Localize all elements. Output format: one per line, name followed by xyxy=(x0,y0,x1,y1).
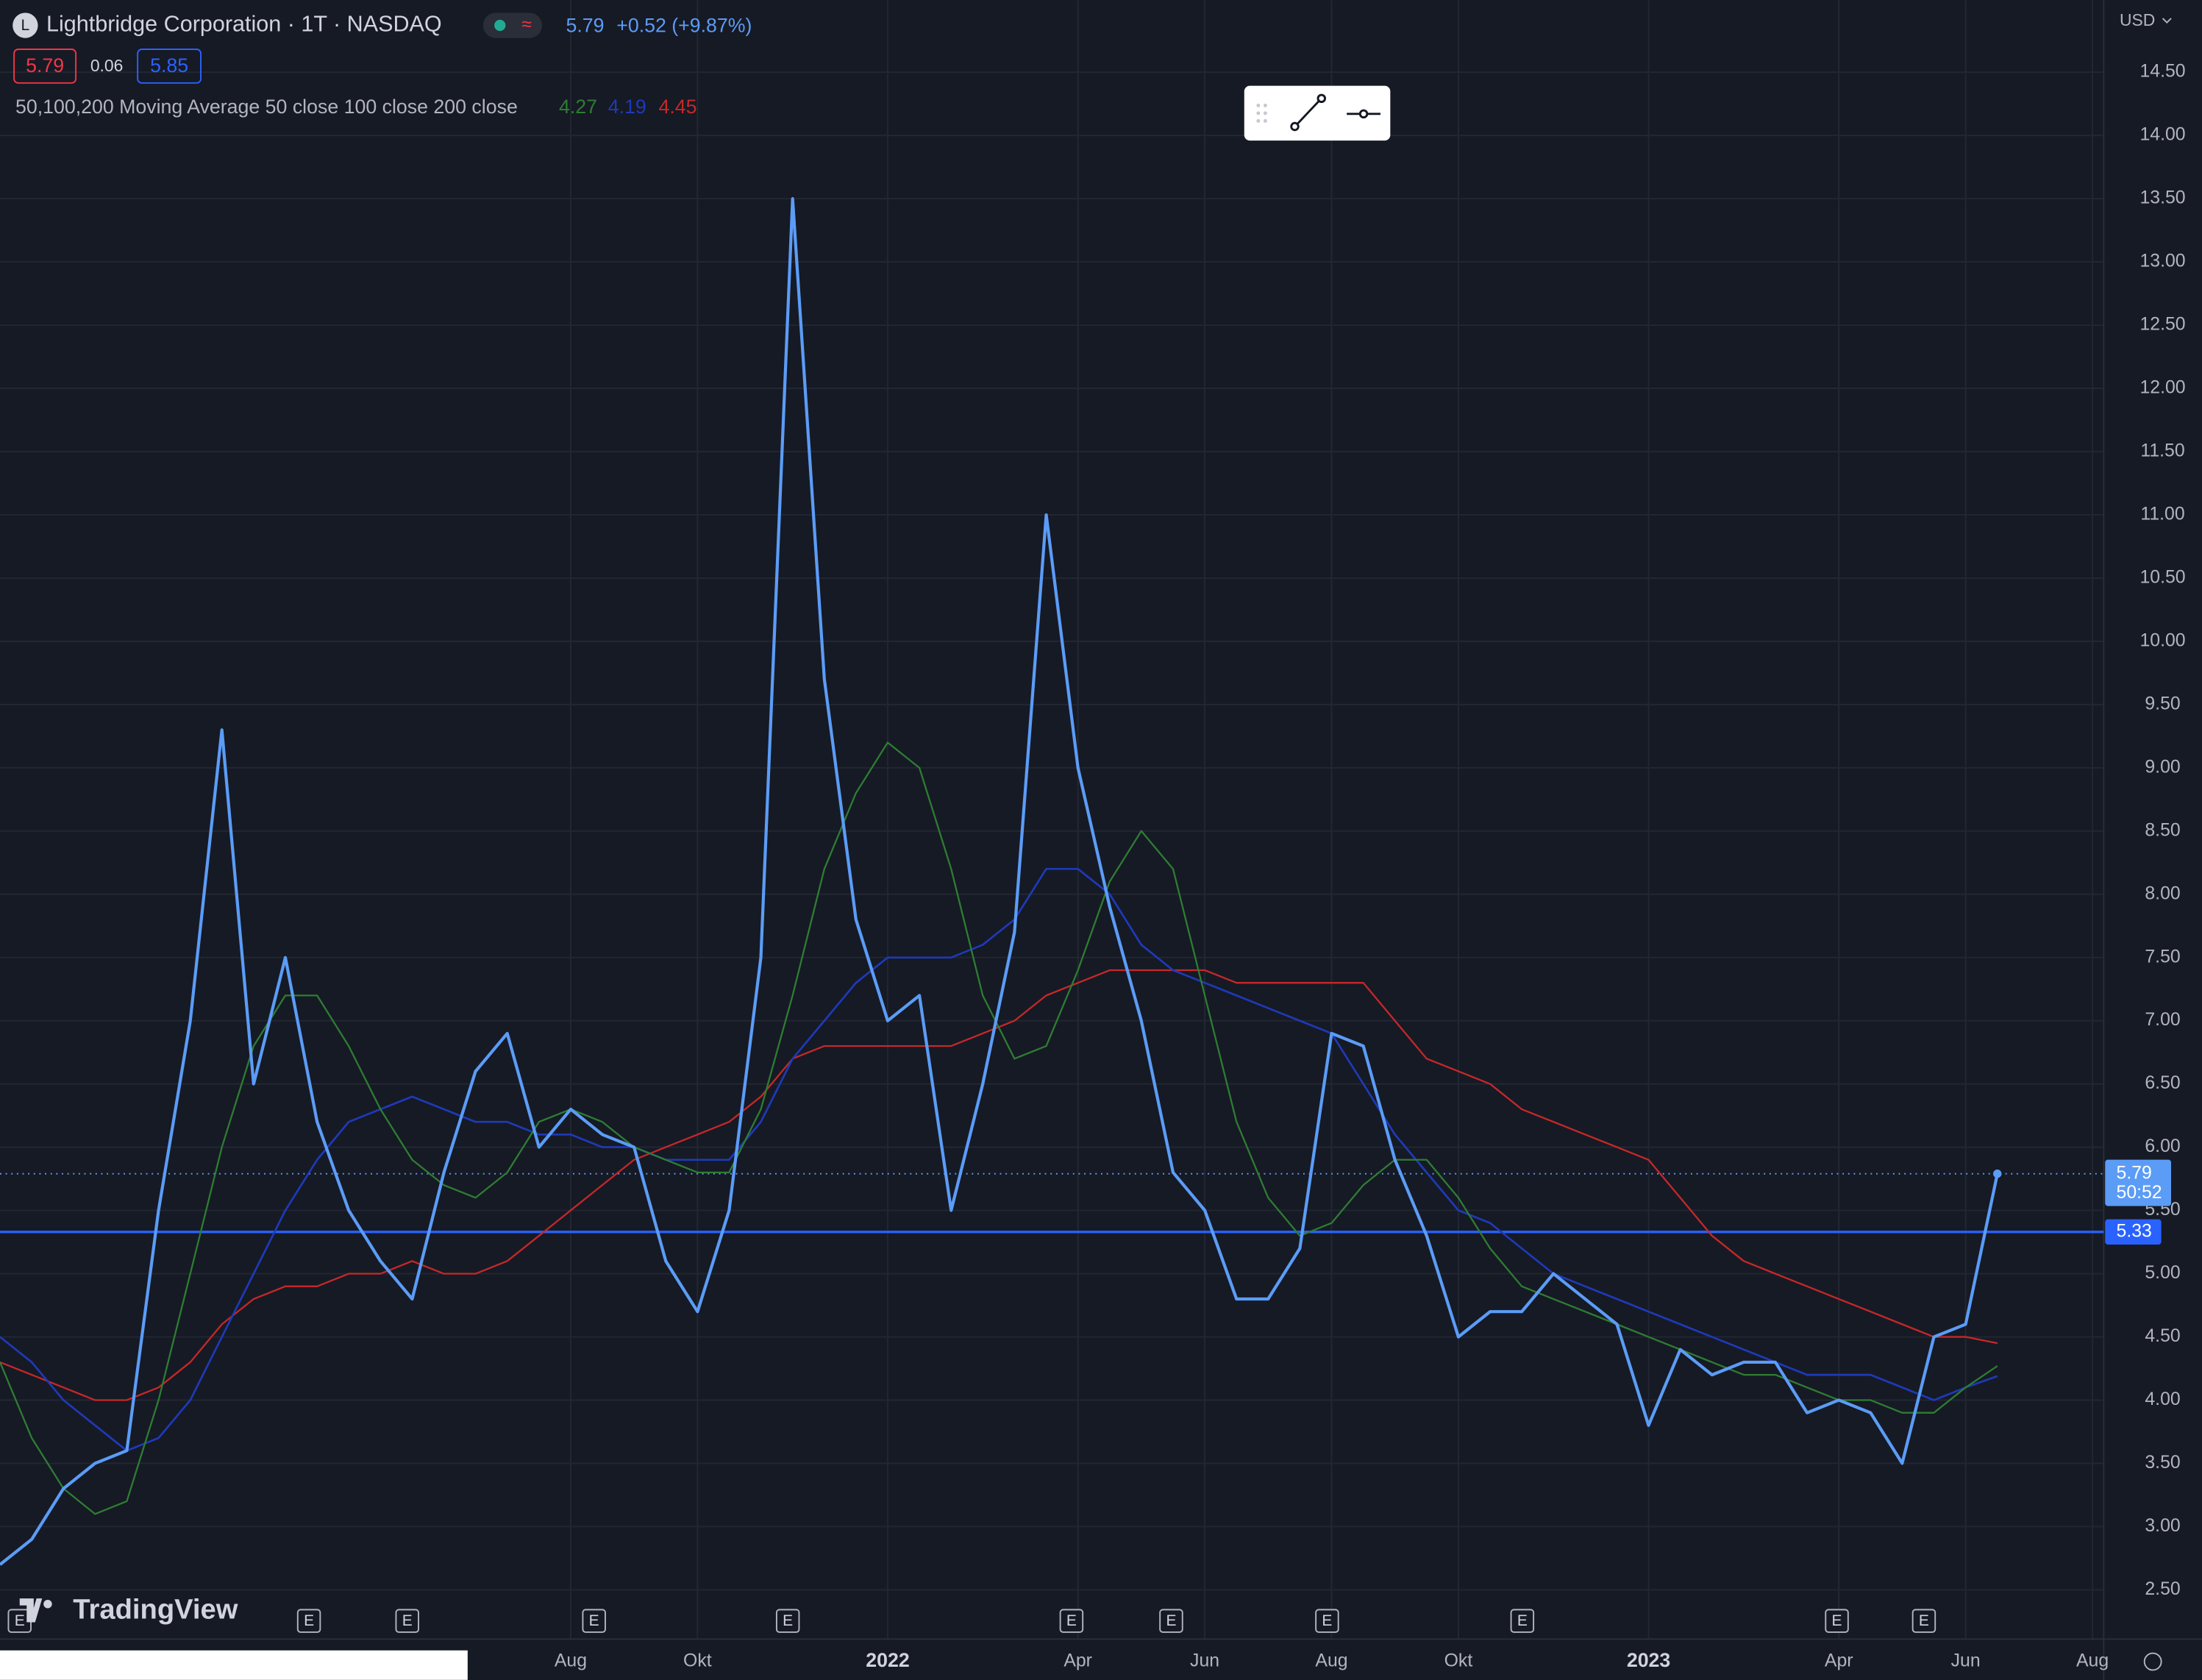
x-tick-label: Aug xyxy=(1315,1651,1347,1671)
event-marker-box xyxy=(1510,1609,1535,1633)
event-marker-box xyxy=(1059,1609,1084,1633)
y-tick-label: 11.50 xyxy=(2140,441,2184,461)
y-tick-label: 10.00 xyxy=(2139,630,2185,650)
y-tick-label: 5.00 xyxy=(2145,1263,2180,1283)
x-tick-label: 2023 xyxy=(1627,1649,1670,1671)
market-status xyxy=(494,19,506,32)
symbol-logo-letter: L xyxy=(21,17,30,34)
event-marker-box xyxy=(1825,1609,1849,1633)
y-tick-label: 11.00 xyxy=(2140,505,2184,524)
y-tick-label: 2.50 xyxy=(2145,1579,2180,1599)
indicator-values: 4.27 4.19 4.45 xyxy=(559,96,697,118)
ask: 5.85 xyxy=(150,54,188,76)
event-marker: E xyxy=(304,1612,314,1629)
y-tick-label: 13.50 xyxy=(2139,188,2185,208)
event-marker: E xyxy=(783,1612,793,1629)
indicator-value: 4.27 xyxy=(559,96,597,118)
event-marker: E xyxy=(402,1612,413,1629)
last-price: 5.79 xyxy=(566,14,605,36)
indicator-label[interactable]: 50,100,200 Moving Average 50 close 100 c… xyxy=(15,96,518,118)
y-tick-label: 12.00 xyxy=(2139,378,2185,398)
event-marker: E xyxy=(1832,1612,1842,1629)
y-tick-label: 14.00 xyxy=(2139,125,2185,145)
x-tick-label: Aug xyxy=(555,1651,587,1671)
event-marker-box xyxy=(1159,1609,1183,1633)
ask-box[interactable] xyxy=(137,49,202,84)
last-price-box xyxy=(2105,1159,2171,1206)
series-line xyxy=(0,197,1999,1566)
price-change: +0.52 (+9.87%) xyxy=(616,14,752,36)
event-marker-box xyxy=(775,1609,800,1633)
x-tick-label: Jun xyxy=(1190,1651,1219,1671)
status-pill[interactable] xyxy=(482,13,543,38)
event-marker: E xyxy=(589,1612,599,1629)
y-tick-label: 9.50 xyxy=(2145,694,2180,713)
y-tick-label: 7.00 xyxy=(2145,1010,2180,1030)
y-tick-label: 6.00 xyxy=(2145,1136,2180,1156)
axes: 2.503.003.504.004.505.005.506.006.507.00… xyxy=(7,62,2186,1671)
y-tick-label: 3.50 xyxy=(2145,1453,2180,1473)
event-marker-box xyxy=(582,1609,606,1633)
series-line xyxy=(0,867,1998,1452)
y-tick-label: 14.50 xyxy=(2139,62,2185,82)
y-tick-label: 8.00 xyxy=(2145,883,2180,903)
spread: 0.06 xyxy=(90,56,124,75)
y-tick-label: 13.00 xyxy=(2139,252,2185,271)
event-marker-box xyxy=(1911,1609,1936,1633)
x-tick-label: 2022 xyxy=(866,1649,909,1671)
last-point xyxy=(1993,1170,2002,1178)
event-marker: E xyxy=(1322,1612,1332,1629)
x-tick-label: Aug xyxy=(2076,1651,2109,1671)
currency-dropdown[interactable] xyxy=(2162,18,2172,24)
settings-button[interactable] xyxy=(2143,1652,2162,1671)
floating-toolbar xyxy=(1244,85,1391,141)
countdown: 50:52 xyxy=(2117,1183,2162,1203)
trend-line-tool[interactable] xyxy=(1290,93,1326,132)
x-tick-label: Apr xyxy=(1825,1651,1853,1671)
y-tick-label: 6.50 xyxy=(2145,1073,2180,1093)
status-icon: ≈ xyxy=(521,15,532,35)
last-price-label: 5.79 xyxy=(2117,1163,2152,1183)
event-marker: E xyxy=(1517,1612,1528,1629)
y-tick-label: 3.00 xyxy=(2145,1516,2180,1536)
event-marker: E xyxy=(15,1612,25,1629)
chart-title[interactable]: Lightbridge Corporation · 1T · NASDAQ xyxy=(46,12,442,37)
x-tick-label: Okt xyxy=(683,1651,712,1671)
event-marker: E xyxy=(1166,1612,1176,1629)
overlay-strip xyxy=(0,1650,468,1680)
event-marker: E xyxy=(1919,1612,1929,1629)
symbol-logo xyxy=(13,13,38,38)
y-tick-label: 10.50 xyxy=(2139,567,2185,587)
y-tick-label: 8.50 xyxy=(2145,820,2180,840)
y-tick-label: 7.50 xyxy=(2145,947,2180,967)
bid: 5.79 xyxy=(26,54,64,76)
y-tick-label: 9.00 xyxy=(2145,757,2180,777)
currency[interactable]: USD xyxy=(2120,10,2155,29)
bid-box[interactable] xyxy=(13,49,77,84)
plot xyxy=(0,197,2104,1566)
brand-logo[interactable]: TradingView xyxy=(19,1593,238,1625)
y-tick-label: 12.50 xyxy=(2139,315,2185,335)
indicator-value: 4.19 xyxy=(608,96,646,118)
toolbar-grip[interactable] xyxy=(1256,103,1267,123)
event-marker-box xyxy=(395,1609,419,1633)
y-tick-label: 4.00 xyxy=(2145,1389,2180,1409)
x-tick-label: Jun xyxy=(1951,1651,1981,1671)
y-tick-label: 4.50 xyxy=(2145,1326,2180,1346)
indicator-value: 4.45 xyxy=(659,96,697,118)
event-marker-box xyxy=(1315,1609,1339,1633)
event-marker: E xyxy=(1066,1612,1077,1629)
hline-price-label: 5.33 xyxy=(2117,1221,2152,1241)
series-line xyxy=(0,741,1998,1515)
horizontal-ray-tool[interactable] xyxy=(1347,109,1380,119)
x-tick-label: Apr xyxy=(1063,1651,1092,1671)
brand-name: TradingView xyxy=(73,1593,238,1625)
event-marker-box xyxy=(296,1609,321,1633)
hline-price-box xyxy=(2105,1219,2162,1245)
x-tick-label: Okt xyxy=(1444,1651,1473,1671)
